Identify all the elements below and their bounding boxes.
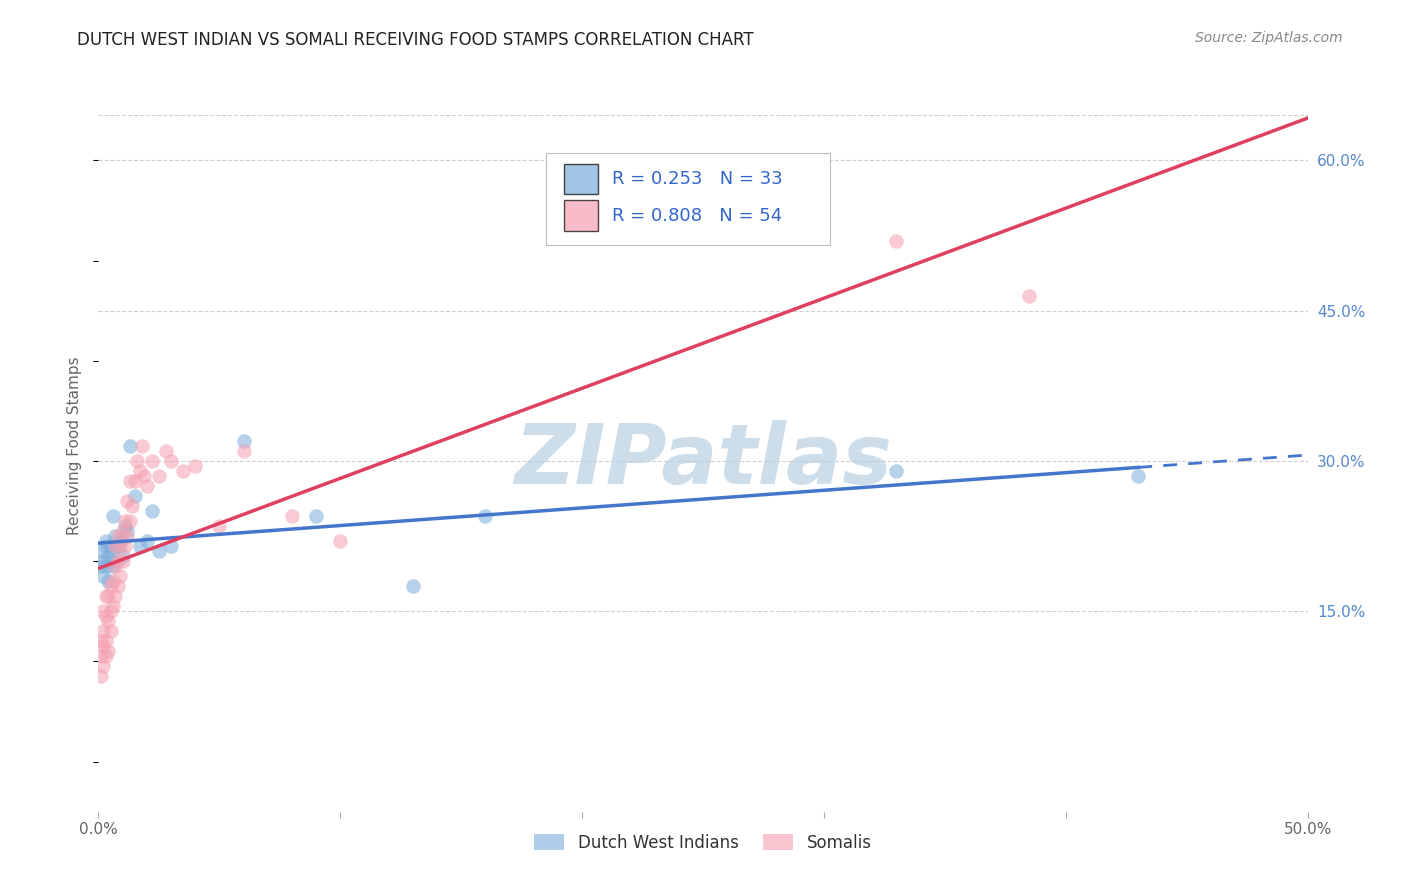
Point	[305, 509, 328, 524]
Point	[94, 534, 117, 549]
Point	[155, 444, 177, 458]
Point	[104, 529, 127, 543]
Point	[107, 529, 129, 543]
Point	[141, 454, 163, 468]
Point	[111, 524, 134, 538]
Point	[135, 479, 157, 493]
Point	[111, 554, 134, 568]
Point	[474, 509, 496, 524]
Point	[90, 669, 112, 683]
Point	[108, 534, 131, 549]
Point	[107, 539, 129, 553]
Point	[91, 569, 114, 583]
FancyBboxPatch shape	[564, 163, 598, 194]
FancyBboxPatch shape	[564, 200, 598, 231]
Point	[118, 514, 141, 528]
Point	[97, 644, 120, 658]
Point	[172, 464, 194, 478]
Text: R = 0.253   N = 33: R = 0.253 N = 33	[613, 170, 783, 188]
Text: ZIPatlas: ZIPatlas	[515, 420, 891, 501]
Point	[117, 524, 139, 538]
Point	[121, 499, 143, 513]
Point	[160, 539, 183, 553]
Text: DUTCH WEST INDIAN VS SOMALI RECEIVING FOOD STAMPS CORRELATION CHART: DUTCH WEST INDIAN VS SOMALI RECEIVING FO…	[77, 31, 754, 49]
Text: R = 0.808   N = 54: R = 0.808 N = 54	[613, 207, 783, 225]
Point	[329, 534, 352, 549]
Point	[886, 464, 908, 478]
Point	[184, 458, 207, 473]
Point	[97, 615, 120, 629]
Point	[91, 659, 114, 673]
Point	[91, 640, 114, 654]
FancyBboxPatch shape	[546, 153, 830, 244]
Point	[108, 539, 131, 553]
Legend: Dutch West Indians, Somalis: Dutch West Indians, Somalis	[527, 827, 879, 858]
Point	[97, 549, 120, 564]
Point	[94, 649, 117, 664]
Point	[90, 559, 112, 574]
Point	[91, 624, 114, 639]
Point	[148, 469, 170, 483]
Point	[1018, 289, 1040, 303]
Point	[131, 439, 153, 453]
Point	[148, 544, 170, 558]
Point	[160, 454, 183, 468]
Point	[104, 539, 127, 553]
Point	[101, 509, 124, 524]
Point	[108, 569, 131, 583]
Point	[94, 539, 117, 553]
Point	[118, 439, 141, 453]
Point	[100, 624, 122, 639]
Point	[104, 559, 127, 574]
Point	[127, 454, 149, 468]
Point	[100, 604, 122, 618]
Point	[100, 539, 122, 553]
Point	[107, 554, 129, 568]
Y-axis label: Receiving Food Stamps: Receiving Food Stamps	[67, 357, 83, 535]
Point	[101, 574, 124, 589]
Point	[100, 554, 122, 568]
Point	[90, 634, 112, 648]
Point	[101, 559, 124, 574]
Point	[107, 579, 129, 593]
Point	[90, 544, 112, 558]
Point	[232, 434, 254, 448]
Point	[124, 489, 146, 503]
Point	[128, 539, 150, 553]
Point	[141, 504, 163, 518]
Point	[1128, 469, 1150, 483]
Point	[94, 609, 117, 624]
Point	[104, 589, 127, 603]
Point	[97, 589, 120, 603]
Point	[128, 464, 150, 478]
Point	[94, 589, 117, 603]
Point	[208, 519, 231, 533]
Text: Source: ZipAtlas.com: Source: ZipAtlas.com	[1195, 31, 1343, 45]
Point	[232, 444, 254, 458]
Point	[100, 579, 122, 593]
Point	[91, 604, 114, 618]
Point	[114, 519, 136, 533]
Point	[124, 474, 146, 488]
Point	[134, 469, 156, 483]
Point	[117, 529, 139, 543]
Point	[94, 634, 117, 648]
Point	[111, 549, 134, 564]
Point	[117, 494, 139, 508]
Point	[100, 544, 122, 558]
Point	[886, 234, 908, 248]
Point	[402, 579, 425, 593]
Point	[97, 574, 120, 589]
Point	[90, 649, 112, 664]
Point	[101, 599, 124, 614]
Point	[135, 534, 157, 549]
Point	[118, 474, 141, 488]
Point	[114, 514, 136, 528]
Point	[281, 509, 304, 524]
Point	[94, 559, 117, 574]
Point	[91, 554, 114, 568]
Point	[114, 539, 136, 553]
